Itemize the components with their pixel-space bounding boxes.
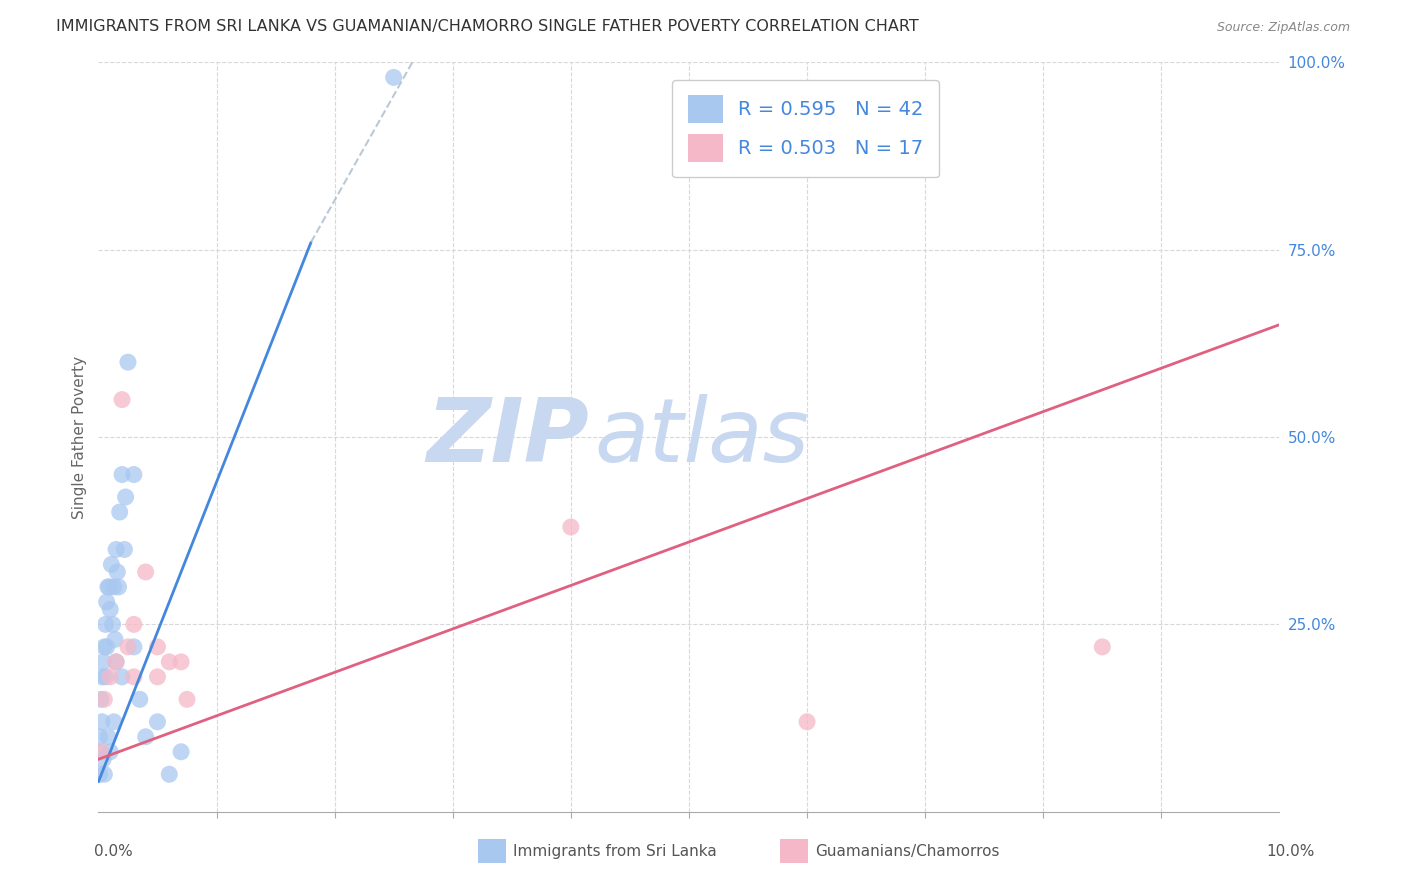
Point — [98, 670, 121, 684]
Point — [146, 714, 169, 729]
Point — [98, 745, 121, 759]
Point — [101, 617, 124, 632]
Point — [105, 565, 128, 579]
Point — [104, 632, 127, 647]
Point — [98, 580, 121, 594]
Point — [94, 617, 117, 632]
Point — [103, 580, 125, 594]
Point — [135, 730, 157, 744]
Text: Source: ZipAtlas.com: Source: ZipAtlas.com — [1216, 21, 1350, 34]
Text: ZIP: ZIP — [426, 393, 589, 481]
Point — [560, 520, 582, 534]
Point — [1091, 640, 1114, 654]
Point — [98, 602, 121, 616]
Point — [111, 467, 134, 482]
Point — [114, 490, 136, 504]
Point — [89, 767, 111, 781]
Point — [170, 655, 193, 669]
Point — [97, 730, 120, 744]
Text: Guamanians/Chamorros: Guamanians/Chamorros — [815, 845, 1000, 859]
Point — [89, 730, 111, 744]
Text: 10.0%: 10.0% — [1267, 845, 1315, 859]
Point — [117, 355, 139, 369]
Point — [90, 745, 112, 759]
Point — [111, 392, 134, 407]
Point — [111, 670, 134, 684]
Text: 0.0%: 0.0% — [94, 845, 134, 859]
Point — [97, 580, 120, 594]
Point — [122, 617, 145, 632]
Point — [94, 670, 117, 684]
Point — [176, 692, 198, 706]
Point — [96, 595, 118, 609]
Legend: R = 0.595   N = 42, R = 0.503   N = 17: R = 0.595 N = 42, R = 0.503 N = 17 — [672, 79, 939, 178]
Point — [93, 767, 115, 781]
Point — [91, 670, 114, 684]
Point — [122, 670, 145, 684]
Point — [100, 558, 122, 572]
Point — [105, 655, 128, 669]
Point — [103, 714, 125, 729]
Point — [107, 580, 129, 594]
Point — [135, 565, 157, 579]
Point — [122, 467, 145, 482]
Point — [146, 670, 169, 684]
Point — [128, 692, 150, 706]
Point — [146, 640, 169, 654]
Point — [117, 640, 139, 654]
Point — [105, 542, 128, 557]
Y-axis label: Single Father Poverty: Single Father Poverty — [72, 356, 87, 518]
Point — [157, 767, 180, 781]
Point — [93, 640, 115, 654]
Text: IMMIGRANTS FROM SRI LANKA VS GUAMANIAN/CHAMORRO SINGLE FATHER POVERTY CORRELATIO: IMMIGRANTS FROM SRI LANKA VS GUAMANIAN/C… — [56, 20, 920, 34]
Point — [122, 640, 145, 654]
Point — [91, 655, 114, 669]
Point — [796, 714, 818, 729]
Point — [105, 655, 128, 669]
Point — [382, 70, 405, 85]
Text: atlas: atlas — [595, 394, 810, 480]
Point — [157, 655, 180, 669]
Point — [90, 692, 112, 706]
Point — [91, 752, 114, 766]
Point — [90, 745, 112, 759]
Point — [108, 505, 131, 519]
Point — [112, 542, 135, 557]
Point — [170, 745, 193, 759]
Point — [96, 640, 118, 654]
Point — [91, 714, 114, 729]
Point — [93, 692, 115, 706]
Text: Immigrants from Sri Lanka: Immigrants from Sri Lanka — [513, 845, 717, 859]
